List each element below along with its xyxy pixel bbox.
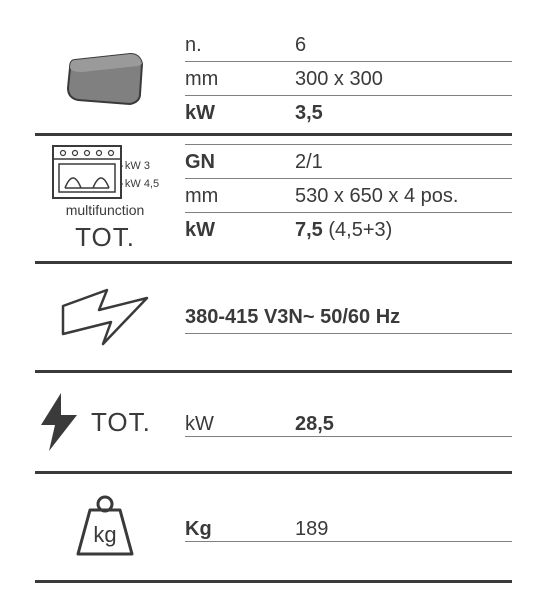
oven-row-gn: GN 2/1 [185,144,512,179]
oven-label-kw: kW [185,219,295,242]
svg-text:kg: kg [93,522,116,547]
plate-label-kw: kW [185,102,295,125]
weight-label: Kg [185,518,295,541]
plate-label-mm: mm [185,68,295,91]
section-plate: n. 6 mm 300 x 300 kW 3,5 [35,20,512,136]
oven-value-kw: 7,5 (4,5+3) [295,219,512,242]
section-electrical: 380-415 V3N~ 50/60 Hz [35,264,512,373]
weight-icon-col: kg [35,492,185,562]
oven-row-kw: kW 7,5 (4,5+3) [185,213,512,242]
plate-label-n: n. [185,34,295,57]
plate-value-mm: 300 x 300 [295,68,512,91]
section-weight: kg Kg 189 [35,474,512,583]
oven-side-kw3: kW 3 [125,160,159,172]
hotplate-icon [60,42,150,112]
total-value-kw: 28,5 [295,413,512,436]
weight-value: 189 [295,518,512,541]
oven-value-gn: 2/1 [295,151,512,174]
lightning-outline-icon [55,282,155,352]
total-row: kW 28,5 [185,407,512,437]
oven-side-kw45: kW 4,5 [125,178,159,190]
oven-multifunction-label: multifunction [66,202,145,218]
weight-icon: kg [70,492,140,562]
section-oven: kW 3 kW 4,5 multifunction TOT. GN 2/1 mm… [35,136,512,264]
plate-value-kw: 3,5 [295,102,512,125]
oven-label-mm: mm [185,185,295,208]
electrical-icon-col [35,282,185,352]
oven-label-gn: GN [185,151,295,174]
electrical-value: 380-415 V3N~ 50/60 Hz [185,300,512,334]
plate-row-n: n. 6 [185,28,512,62]
plate-row-kw: kW 3,5 [185,96,512,125]
plate-icon-col [35,28,185,125]
oven-tot-label: TOT. [75,222,135,253]
section-total-power: TOT. kW 28,5 [35,373,512,474]
oven-value-mm: 530 x 650 x 4 pos. [295,185,512,208]
oven-icon [51,144,123,200]
total-icon-col: TOT. [35,391,185,453]
total-tot-label: TOT. [91,407,151,438]
lightning-solid-icon [35,391,83,453]
plate-data: n. 6 mm 300 x 300 kW 3,5 [185,28,512,125]
weight-row: Kg 189 [185,512,512,542]
total-label-kw: kW [185,413,295,436]
oven-row-mm: mm 530 x 650 x 4 pos. [185,179,512,213]
weight-data: Kg 189 [185,492,512,562]
oven-data: GN 2/1 mm 530 x 650 x 4 pos. kW 7,5 (4,5… [185,144,512,253]
total-data: kW 28,5 [185,391,512,453]
oven-icon-col: kW 3 kW 4,5 multifunction TOT. [35,144,185,253]
plate-row-mm: mm 300 x 300 [185,62,512,96]
plate-value-n: 6 [295,34,512,57]
electrical-data: 380-415 V3N~ 50/60 Hz [185,282,512,352]
